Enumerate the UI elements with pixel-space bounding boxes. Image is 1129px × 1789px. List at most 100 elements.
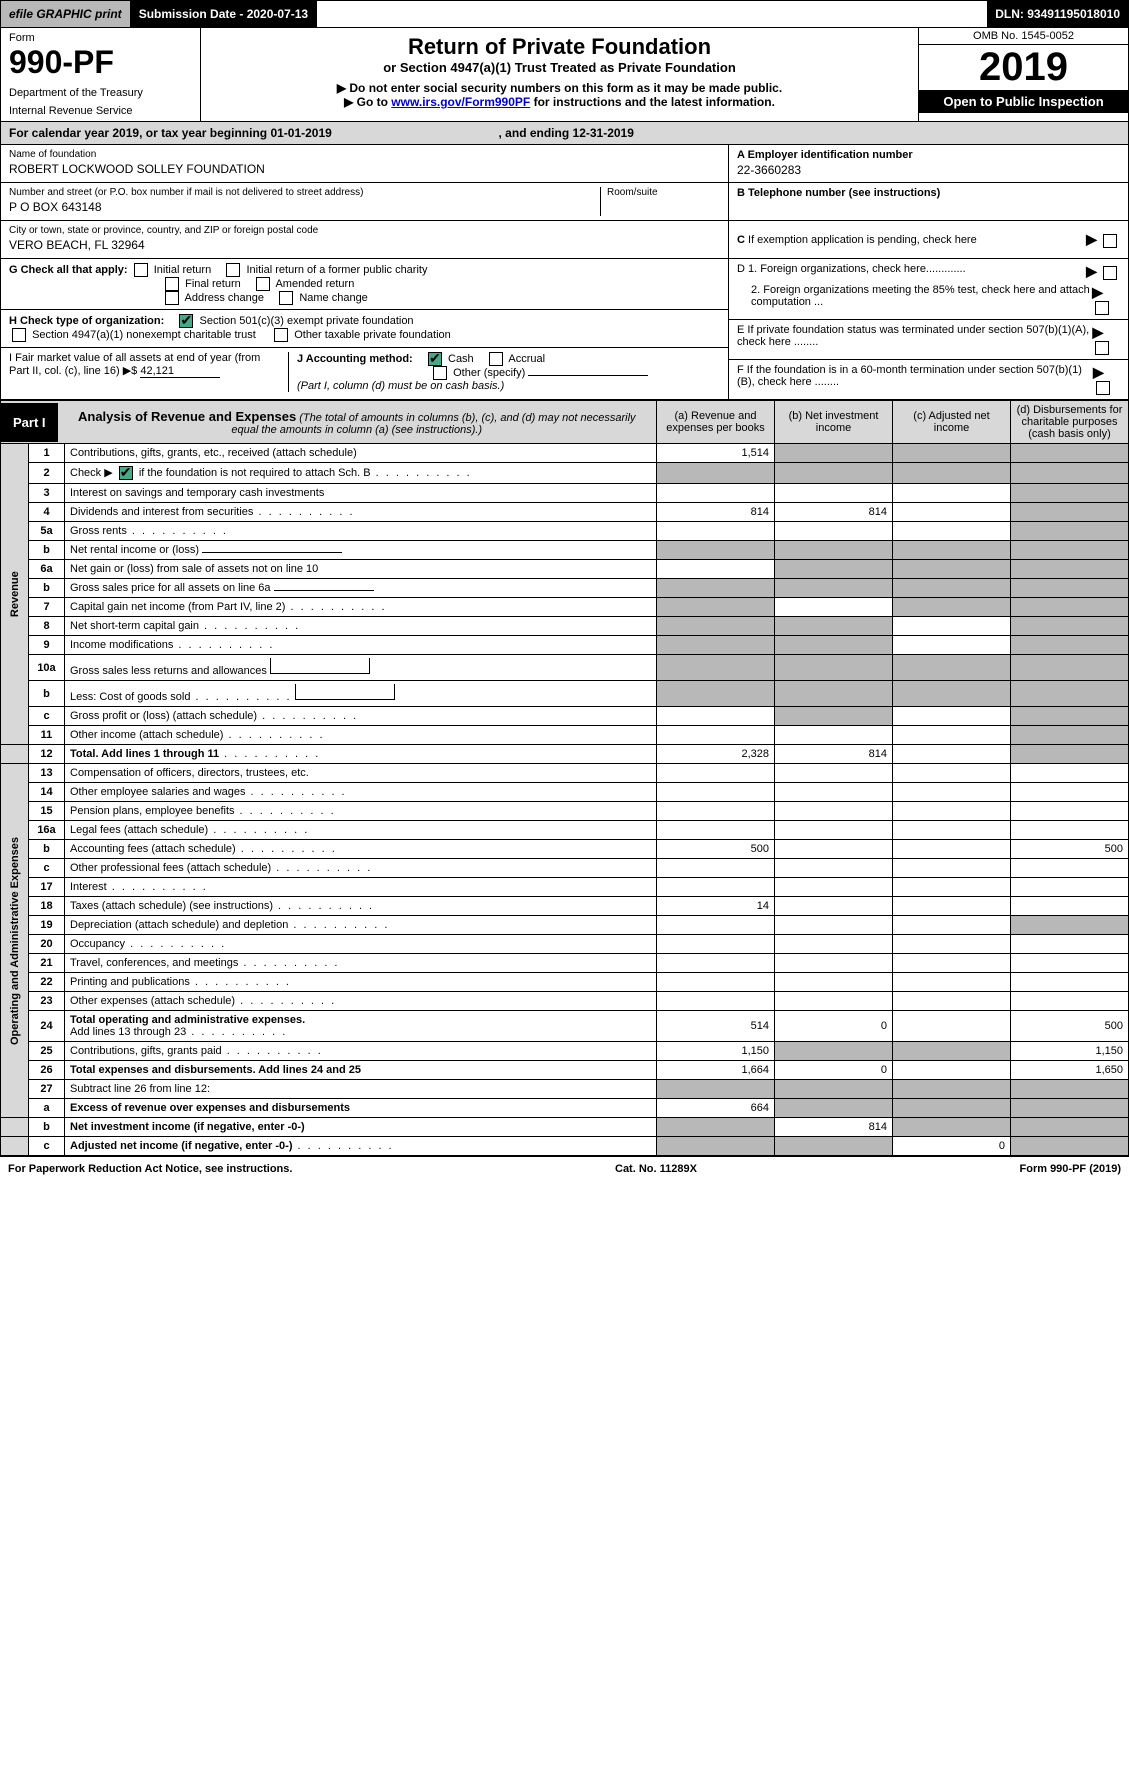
section-f: F If the foundation is in a 60-month ter… <box>729 360 1128 399</box>
h-501c3-checkbox[interactable] <box>179 314 193 328</box>
section-i-j: I Fair market value of all assets at end… <box>1 348 728 396</box>
g-address-change-checkbox[interactable] <box>165 291 179 305</box>
form-title: Return of Private Foundation <box>211 34 908 60</box>
row-18-a: 14 <box>657 897 775 916</box>
footer-right: Form 990-PF (2019) <box>1020 1163 1122 1175</box>
e-checkbox[interactable] <box>1095 341 1109 355</box>
d1-checkbox[interactable] <box>1103 266 1117 280</box>
h-other-checkbox[interactable] <box>274 328 288 342</box>
form-header: Form 990-PF Department of the Treasury I… <box>0 28 1129 122</box>
row-27-desc: Subtract line 26 from line 12: <box>65 1080 657 1099</box>
f-checkbox[interactable] <box>1096 381 1110 395</box>
part1-desc: Analysis of Revenue and Expenses (The to… <box>58 403 656 442</box>
dln-label: DLN: 93491195018010 <box>987 1 1128 27</box>
form-subtitle: or Section 4947(a)(1) Trust Treated as P… <box>211 60 908 75</box>
col-d-header: (d) Disbursements for charitable purpose… <box>1011 401 1129 444</box>
row-27a-desc: Excess of revenue over expenses and disb… <box>65 1099 657 1118</box>
row-10a-desc: Gross sales less returns and allowances <box>65 655 657 681</box>
row-2-checkbox[interactable] <box>119 466 133 480</box>
page-footer: For Paperwork Reduction Act Notice, see … <box>0 1156 1129 1181</box>
row-26-desc: Total expenses and disbursements. Add li… <box>65 1061 657 1080</box>
form990pf-link[interactable]: www.irs.gov/Form990PF <box>391 95 530 109</box>
row-23-desc: Other expenses (attach schedule) <box>65 992 657 1011</box>
row-16b-desc: Accounting fees (attach schedule) <box>65 840 657 859</box>
row-7-desc: Capital gain net income (from Part IV, l… <box>65 598 657 617</box>
h-4947-checkbox[interactable] <box>12 328 26 342</box>
row-10c-desc: Gross profit or (loss) (attach schedule) <box>65 707 657 726</box>
row-6b-desc: Gross sales price for all assets on line… <box>65 579 657 598</box>
row-22-desc: Printing and publications <box>65 973 657 992</box>
section-c: C C If exemption application is pending,… <box>729 221 1128 259</box>
header-note-2: ▶ Go to www.irs.gov/Form990PF for instru… <box>211 95 908 109</box>
row-21-desc: Travel, conferences, and meetings <box>65 954 657 973</box>
room-label: Room/suite <box>607 187 720 198</box>
section-d: D 1. Foreign organizations, check here..… <box>729 259 1128 320</box>
row-11-desc: Other income (attach schedule) <box>65 726 657 745</box>
row-5b-desc: Net rental income or (loss) <box>65 541 657 560</box>
g-final-return-checkbox[interactable] <box>165 277 179 291</box>
j-note: (Part I, column (d) must be on cash basi… <box>297 380 504 392</box>
footer-mid: Cat. No. 11289X <box>615 1163 697 1175</box>
expenses-side-label: Operating and Administrative Expenses <box>1 764 29 1118</box>
row-24-a: 514 <box>657 1011 775 1042</box>
row-25-desc: Contributions, gifts, grants paid <box>65 1042 657 1061</box>
col-c-header: (c) Adjusted net income <box>893 401 1011 444</box>
row-12-desc: Total. Add lines 1 through 11 <box>65 745 657 764</box>
foundation-city: VERO BEACH, FL 32964 <box>9 238 720 252</box>
g-amended-checkbox[interactable] <box>256 277 270 291</box>
form-word: Form <box>9 32 192 44</box>
row-25-a: 1,150 <box>657 1042 775 1061</box>
fmv-value: 42,121 <box>140 365 220 378</box>
row-24-desc: Total operating and administrative expen… <box>65 1011 657 1042</box>
dept-irs: Internal Revenue Service <box>9 105 192 117</box>
submission-date: Submission Date - 2020-07-13 <box>131 1 317 27</box>
row-16a-desc: Legal fees (attach schedule) <box>65 821 657 840</box>
col-a-header: (a) Revenue and expenses per books <box>657 401 775 444</box>
part1-tab: Part I <box>1 403 58 442</box>
foundation-name: ROBERT LOCKWOOD SOLLEY FOUNDATION <box>9 162 720 176</box>
header-left: Form 990-PF Department of the Treasury I… <box>1 28 201 121</box>
row-24-b: 0 <box>775 1011 893 1042</box>
top-bar: efile GRAPHIC print Submission Date - 20… <box>0 0 1129 28</box>
row-4-b: 814 <box>775 503 893 522</box>
ein-value: 22-3660283 <box>737 163 1120 177</box>
row-19-desc: Depreciation (attach schedule) and deple… <box>65 916 657 935</box>
d2-checkbox[interactable] <box>1095 301 1109 315</box>
row-26-b: 0 <box>775 1061 893 1080</box>
city-cell: City or town, state or province, country… <box>1 221 728 259</box>
g-initial-public-checkbox[interactable] <box>226 263 240 277</box>
foundation-address: P O BOX 643148 <box>9 200 600 214</box>
row-12-a: 2,328 <box>657 745 775 764</box>
row-27a-a: 664 <box>657 1099 775 1118</box>
c-checkbox[interactable] <box>1103 234 1117 248</box>
row-24-d: 500 <box>1011 1011 1129 1042</box>
row-25-d: 1,150 <box>1011 1042 1129 1061</box>
g-initial-return-checkbox[interactable] <box>134 263 148 277</box>
row-6a-desc: Net gain or (loss) from sale of assets n… <box>65 560 657 579</box>
j-accrual-checkbox[interactable] <box>489 352 503 366</box>
foundation-name-cell: Name of foundation ROBERT LOCKWOOD SOLLE… <box>1 145 728 183</box>
row-1-a: 1,514 <box>657 444 775 463</box>
section-g: G Check all that apply: Initial return I… <box>1 259 728 310</box>
top-spacer <box>317 1 987 27</box>
row-14-desc: Other employee salaries and wages <box>65 783 657 802</box>
j-cash-checkbox[interactable] <box>428 352 442 366</box>
calendar-year-row: For calendar year 2019, or tax year begi… <box>0 122 1129 145</box>
dept-treasury: Department of the Treasury <box>9 87 192 99</box>
row-17-desc: Interest <box>65 878 657 897</box>
ein-cell: A Employer identification number 22-3660… <box>729 145 1128 183</box>
row-3-desc: Interest on savings and temporary cash i… <box>65 484 657 503</box>
row-5a-desc: Gross rents <box>65 522 657 541</box>
row-16b-a: 500 <box>657 840 775 859</box>
section-e: E If private foundation status was termi… <box>729 320 1128 360</box>
footer-left: For Paperwork Reduction Act Notice, see … <box>8 1163 292 1175</box>
row-4-desc: Dividends and interest from securities <box>65 503 657 522</box>
row-1-desc: Contributions, gifts, grants, etc., rece… <box>65 444 657 463</box>
row-13-desc: Compensation of officers, directors, tru… <box>65 764 657 783</box>
address-cell: Number and street (or P.O. box number if… <box>1 183 728 221</box>
col-b-header: (b) Net investment income <box>775 401 893 444</box>
row-27c-c: 0 <box>893 1137 1011 1156</box>
section-h: H Check type of organization: Section 50… <box>1 310 728 348</box>
g-name-change-checkbox[interactable] <box>279 291 293 305</box>
j-other-checkbox[interactable] <box>433 366 447 380</box>
